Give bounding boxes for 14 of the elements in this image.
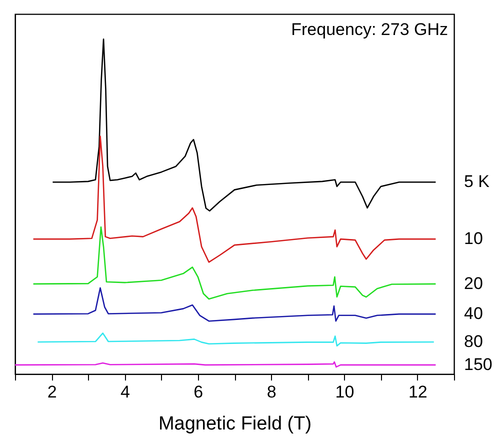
text: Frequency: 273 GHz (291, 20, 448, 39)
series-label: 20 (464, 274, 483, 293)
x-tick-label: 4 (120, 382, 130, 402)
x-tick-label: 8 (266, 382, 276, 402)
x-tick-label: 12 (408, 382, 428, 402)
x-tick-label: 6 (194, 382, 204, 402)
series-label: 5 K (464, 172, 490, 192)
x-tick-label: 10 (335, 382, 354, 402)
x-axis-title: Magnetic Field (T) (158, 414, 312, 434)
x-tick-label: 2 (47, 382, 57, 402)
series-label: 80 (464, 332, 483, 352)
series-label: 40 (464, 304, 483, 324)
series-label: 150 (464, 354, 492, 374)
series-label: 10 (464, 229, 483, 248)
